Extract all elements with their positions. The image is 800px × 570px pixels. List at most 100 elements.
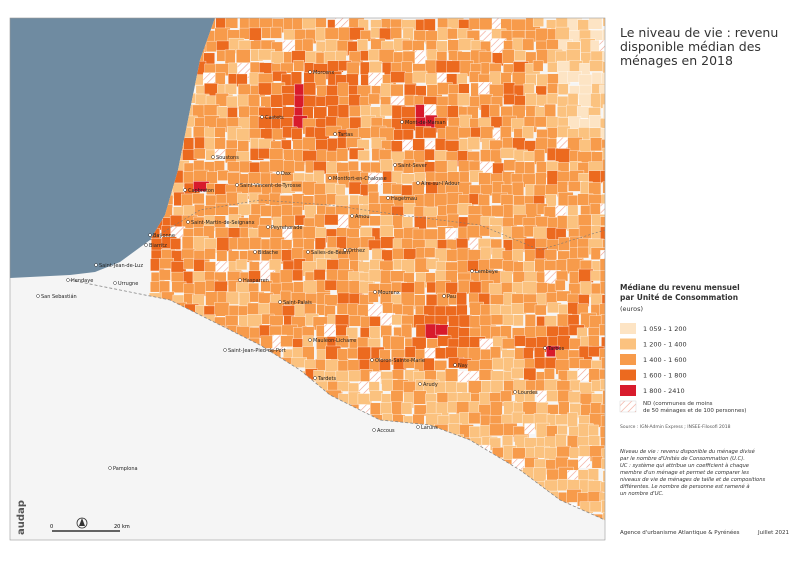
commune	[445, 228, 456, 240]
commune	[503, 159, 517, 172]
commune	[458, 127, 473, 139]
place-label: Saint-Jean-Pied-de-Port	[228, 348, 286, 354]
department-limit	[149, 199, 605, 251]
note: par le nombre d'Unités de Consommation (…	[619, 455, 745, 462]
commune	[357, 38, 369, 51]
commune	[600, 203, 605, 217]
commune	[514, 335, 526, 347]
scale-label: 20 km	[114, 524, 130, 530]
commune	[544, 357, 557, 370]
commune	[467, 205, 482, 216]
commune	[601, 72, 605, 87]
commune	[404, 346, 416, 359]
commune	[601, 448, 605, 460]
place-dot	[416, 181, 420, 185]
place-dot	[306, 250, 310, 254]
place-label: Saint-Sever	[398, 163, 428, 169]
commune	[314, 213, 325, 228]
commune	[456, 401, 471, 415]
commune	[525, 93, 538, 106]
commune	[600, 481, 605, 493]
place-dot	[308, 338, 312, 342]
place-labels: Morcenx Castets Tartas Mont-de-Marsan Sousto…	[36, 70, 565, 472]
commune	[602, 29, 605, 44]
commune	[591, 379, 605, 392]
legend-swatch	[620, 338, 636, 350]
commune	[236, 128, 251, 143]
commune	[413, 390, 427, 405]
commune	[589, 60, 604, 72]
commune	[468, 412, 481, 424]
commune	[556, 270, 569, 282]
place-dot	[308, 70, 312, 74]
commune	[249, 236, 262, 250]
commune	[590, 402, 602, 415]
place-dot	[36, 294, 40, 298]
commune	[599, 425, 605, 441]
commune	[512, 37, 524, 52]
place-label: Morcenx	[313, 70, 334, 76]
note: UC : système qui attribue un coefficient…	[620, 462, 749, 469]
commune	[600, 128, 605, 140]
commune	[600, 216, 605, 232]
place-label: Amou	[355, 214, 370, 220]
commune	[557, 83, 569, 95]
commune	[225, 18, 238, 29]
commune	[401, 402, 413, 415]
place-label: Urrugne	[118, 281, 138, 287]
place-label: Bayonne	[153, 233, 175, 239]
commune	[235, 259, 248, 271]
commune	[423, 228, 439, 241]
commune	[390, 71, 406, 83]
commune	[337, 82, 349, 98]
place-label: Hagetmau	[391, 196, 417, 202]
commune	[601, 499, 605, 514]
commune	[569, 379, 581, 391]
commune	[249, 327, 260, 339]
commune	[467, 249, 483, 261]
commune	[546, 93, 559, 105]
commune	[490, 314, 505, 325]
place-dot	[260, 115, 264, 119]
place-dot	[211, 155, 215, 159]
place-dot	[108, 466, 112, 470]
commune	[349, 105, 361, 117]
commune	[567, 302, 579, 315]
legend-nd: ND (communes de moins	[643, 401, 713, 407]
commune	[588, 170, 603, 184]
source: Source : IGN-Admin Express ; INSEE-Filos…	[620, 424, 731, 430]
commune	[334, 18, 349, 29]
commune	[489, 258, 504, 270]
commune	[228, 305, 240, 317]
commune	[203, 104, 220, 116]
commune	[335, 335, 349, 348]
commune	[435, 324, 449, 336]
commune	[269, 315, 284, 327]
commune	[544, 367, 555, 380]
place-dot	[186, 220, 190, 224]
commune	[369, 390, 384, 402]
commune	[514, 50, 526, 61]
note: membre d'un ménage et permet de comparer…	[620, 469, 749, 476]
commune	[425, 73, 438, 86]
commune	[170, 238, 181, 250]
legend: 1 059 - 1 200 1 200 - 1 400 1 400 - 1 600 1…	[620, 323, 687, 396]
place-label: Castets	[265, 115, 284, 121]
commune	[479, 359, 494, 370]
commune	[436, 215, 448, 227]
commune	[325, 359, 339, 373]
place-label: Mont-de-Marsan	[405, 120, 446, 126]
place-label: Accous	[377, 428, 395, 434]
commune	[568, 391, 581, 404]
commune	[457, 28, 469, 39]
border	[69, 279, 605, 521]
commune	[445, 125, 461, 141]
commune	[358, 247, 370, 261]
commune	[602, 61, 605, 76]
commune	[369, 61, 382, 74]
commune	[469, 281, 482, 294]
place-dot	[278, 300, 282, 304]
map-frame	[10, 18, 605, 540]
commune	[490, 294, 506, 305]
place-label: Montfort-en-Chalosse	[333, 176, 387, 182]
